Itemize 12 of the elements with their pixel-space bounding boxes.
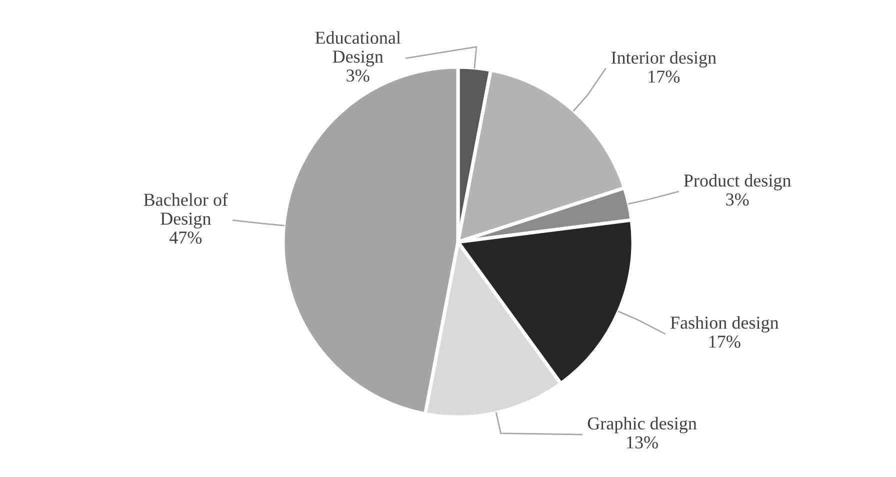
slice-label: Interior design: [611, 51, 716, 68]
data-label: 17%: [709, 336, 740, 348]
slice-label: Product design: [684, 174, 791, 190]
slice-label: Graphic design: [588, 416, 697, 434]
data-label: 17%: [648, 70, 680, 83]
data-label: 47%: [169, 232, 202, 244]
slice-label: Fashion design: [670, 316, 779, 333]
data-label: 3%: [726, 193, 749, 206]
data-label: 13%: [627, 436, 658, 449]
data-label: 3%: [346, 69, 370, 82]
slice-label: Bachelor of Design: [144, 192, 228, 228]
slice-label: Educational Design: [315, 31, 401, 66]
